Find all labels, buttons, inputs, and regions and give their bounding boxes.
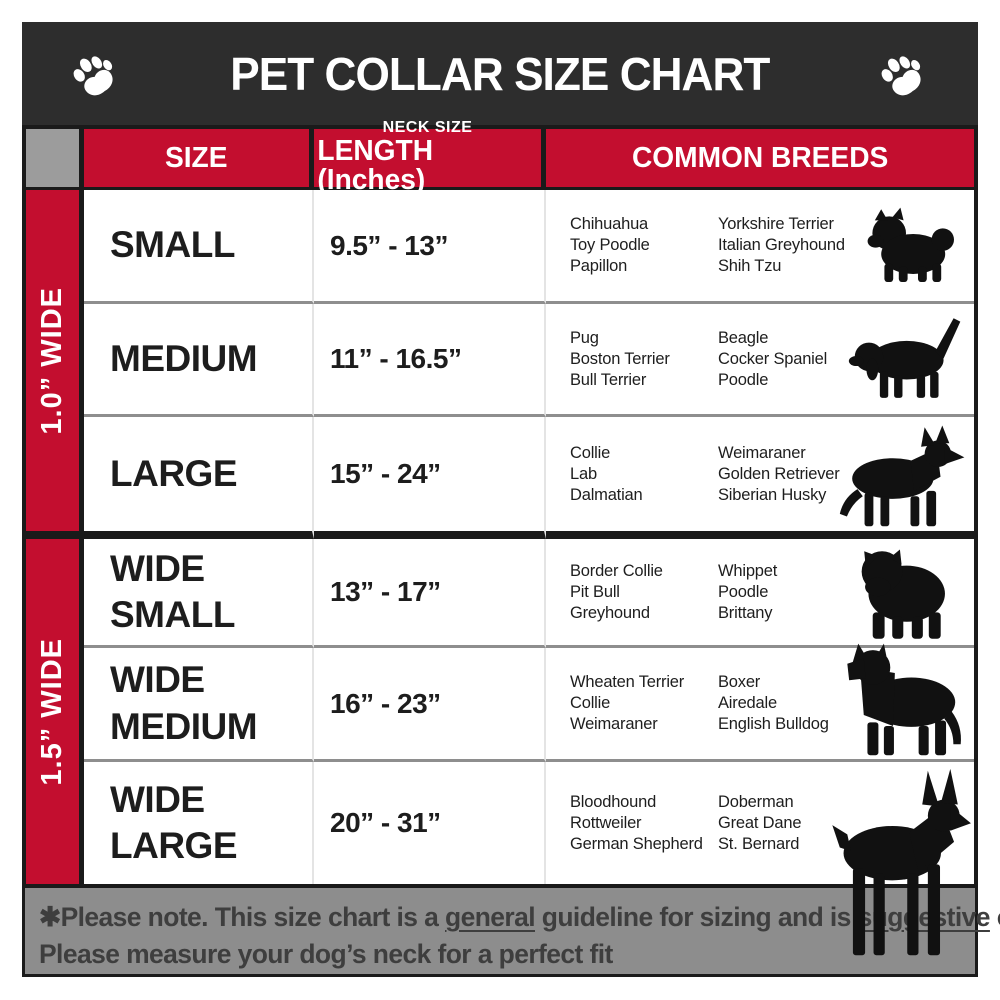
neck-range: 13” - 17” [330, 576, 441, 607]
breeds-list-2: Yorkshire Terrier Italian Greyhound Shih… [718, 215, 845, 275]
header-neck-main-label: LENGTH (Inches) [317, 134, 434, 197]
breeds-list-1: Wheaten Terrier Collie Weimaraner [570, 673, 685, 733]
table-row-large-neck-cell: 15” - 24” [314, 417, 546, 539]
size-label: LARGE [110, 452, 238, 494]
breeds-list-1: Border Collie Pit Bull Greyhound [570, 561, 663, 622]
neck-range: 20” - 31” [330, 807, 441, 838]
breeds-list-2: Boxer Airedale English Bulldog [718, 673, 829, 733]
dog-shepherd-icon [832, 422, 966, 528]
breeds-list-2: Weimaraner Golden Retriever Siberian Hus… [718, 443, 840, 504]
sidebar-band-1-5-inch-wide: 1.5” WIDE [26, 539, 84, 884]
sheet: PET COLLAR SIZE CHART SIZE NECK SIZE LEN… [22, 22, 1000, 977]
table-row-small-neck-cell: 9.5” - 13” [314, 190, 546, 304]
footer-note-line-2: Please measure your dog’s neck for a per… [39, 939, 613, 969]
table-row-wide-medium-neck-cell: 16” - 23” [314, 648, 546, 762]
breeds-list-2: Beagle Cocker Spaniel Poodle [718, 328, 828, 389]
note-text: guideline for sizing and is [535, 902, 858, 932]
footer-note: ✱Please note. This size chart is a gener… [22, 888, 1000, 977]
breeds-list-1: Chihuahua Toy Poodle Papillon [570, 215, 650, 275]
size-label: WIDE MEDIUM [110, 659, 258, 747]
dog-pitbull-icon [840, 641, 968, 757]
table-row-small-breeds-cell: Chihuahua Toy Poodle Papillon Yorkshire … [546, 190, 974, 304]
paw-icon [874, 48, 930, 104]
sidebar-band-1-label: 1.0” WIDE [36, 286, 68, 435]
column-header-common-breeds: COMMON BREEDS [546, 129, 974, 190]
breeds-list-1: Pug Boston Terrier Bull Terrier [570, 328, 670, 389]
dog-beagle-icon [842, 313, 968, 401]
dog-shih-tzu-icon [862, 206, 958, 286]
table-row-medium-neck-cell: 11” - 16.5” [314, 304, 546, 417]
paw-icon [66, 48, 122, 104]
footer-note-line-1: ✱Please note. This size chart is a gener… [39, 899, 1000, 936]
table-row-large-size-cell: LARGE [84, 417, 314, 539]
column-header-neck-size: NECK SIZE LENGTH (Inches) [314, 119, 546, 195]
neck-range: 15” - 24” [330, 458, 441, 489]
corner-cell [26, 129, 84, 190]
size-label: SMALL [110, 224, 235, 266]
size-label: MEDIUM [110, 337, 258, 379]
note-text: only. [990, 902, 1000, 932]
table-row-wide-large-breeds-cell: Bloodhound Rottweiler German Shepherd Do… [546, 762, 974, 956]
table-row-medium-breeds-cell: Pug Boston Terrier Bull Terrier Beagle C… [546, 304, 974, 417]
neck-range: 16” - 23” [330, 687, 441, 719]
table-row-wide-small-size-cell: WIDE SMALL [84, 539, 314, 648]
breeds-list-2: Doberman Great Dane St. Bernard [718, 792, 802, 853]
table-row-wide-small-neck-cell: 13” - 17” [314, 539, 546, 648]
size-label: WIDE LARGE [110, 778, 238, 866]
table-row-wide-medium-breeds-cell: Wheaten Terrier Collie Weimaraner Boxer … [546, 643, 974, 762]
size-label: WIDE SMALL [110, 547, 235, 635]
neck-range: 9.5” - 13” [330, 229, 448, 261]
note-text: ✱Please note. This size chart is a [39, 902, 446, 932]
dog-doberman-icon [820, 767, 972, 959]
header-neck-sub-label: NECK SIZE [382, 119, 473, 137]
table-row-large-breeds-cell: Collie Lab Dalmatian Weimaraner Golden R… [546, 417, 974, 539]
table-row-medium-size-cell: MEDIUM [84, 304, 314, 417]
note-underlined-word: general [445, 902, 536, 932]
size-chart-table: SIZE NECK SIZE LENGTH (Inches) COMMON BR… [22, 119, 978, 956]
page-title: PET COLLAR SIZE CHART [230, 47, 770, 100]
dog-bulldog-icon [854, 544, 956, 640]
header-breeds-label: COMMON BREEDS [631, 141, 889, 174]
table-row-wide-medium-size-cell: WIDE MEDIUM [84, 648, 314, 762]
sidebar-band-1-inch-wide: 1.0” WIDE [26, 190, 84, 539]
column-header-size: SIZE [84, 129, 314, 190]
neck-range: 11” - 16.5” [330, 343, 462, 374]
title-bar: PET COLLAR SIZE CHART [22, 22, 978, 125]
table-row-small-size-cell: SMALL [84, 190, 314, 304]
table-row-wide-large-neck-cell: 20” - 31” [314, 762, 546, 884]
breeds-list-2: Whippet Poodle Brittany [718, 561, 778, 622]
breeds-list-1: Collie Lab Dalmatian [570, 443, 643, 504]
table-row-wide-large-size-cell: WIDE LARGE [84, 762, 314, 884]
breeds-list-1: Bloodhound Rottweiler German Shepherd [570, 792, 703, 853]
table-row-wide-small-breeds-cell: Border Collie Pit Bull Greyhound Whippet… [546, 539, 974, 648]
sidebar-band-2-label: 1.5” WIDE [36, 637, 68, 786]
header-size-label: SIZE [165, 141, 228, 174]
